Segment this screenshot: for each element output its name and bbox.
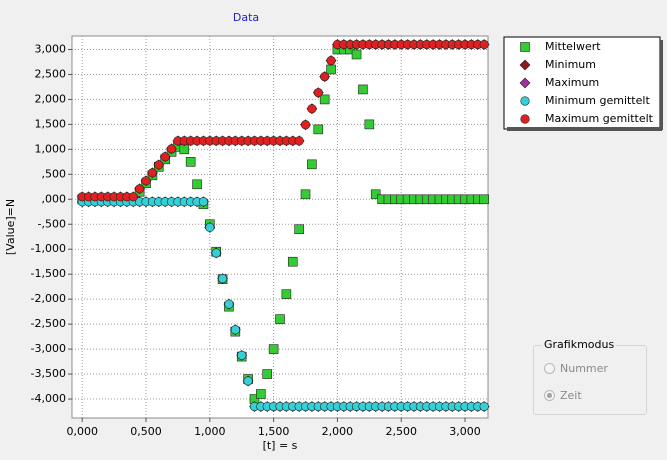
- radio-dot[interactable]: [544, 390, 555, 401]
- marker: [211, 248, 221, 258]
- marker: [307, 159, 317, 170]
- marker: [326, 64, 336, 75]
- x-tick-label: 3,000: [449, 425, 481, 438]
- marker: [479, 401, 489, 412]
- y-tick-label: 1,500: [35, 117, 67, 130]
- x-tick-label: 0,500: [130, 425, 162, 438]
- marker: [281, 289, 292, 299]
- marker: [479, 39, 489, 50]
- marker: [294, 224, 304, 235]
- legend-marker: [519, 59, 531, 71]
- marker: [135, 184, 145, 194]
- marker: [237, 350, 247, 360]
- y-tick-label: -4,000: [31, 392, 66, 405]
- radio-label: Nummer: [560, 362, 608, 375]
- marker: [141, 176, 151, 186]
- mode-group: Grafikmodus Nummer Zeit: [533, 338, 647, 415]
- marker: [147, 168, 157, 178]
- y-tick-label: 2,500: [35, 67, 67, 80]
- legend-marker: [520, 114, 530, 124]
- marker: [479, 194, 489, 205]
- legend-label: Mittelwert: [545, 40, 601, 53]
- y-tick-label: -1,500: [31, 267, 66, 280]
- marker: [300, 189, 311, 200]
- marker: [243, 376, 253, 386]
- legend-label: Maximum gemittelt: [545, 112, 654, 125]
- y-tick-label: -2,500: [31, 317, 66, 330]
- y-axis-label: [Value]=N: [4, 199, 17, 255]
- x-tick-label: 2,000: [322, 425, 354, 438]
- marker: [313, 124, 324, 135]
- marker: [358, 84, 368, 95]
- legend-marker: [519, 77, 531, 89]
- marker: [319, 94, 330, 105]
- x-tick-label: 0,000: [66, 425, 98, 438]
- y-tick-label: ,500: [42, 167, 67, 180]
- plot-area: [71, 35, 489, 419]
- x-tick-label: 1,000: [194, 425, 226, 438]
- y-tick-label: -3,500: [31, 367, 66, 380]
- legend-label: Minimum gemittelt: [545, 94, 650, 107]
- marker: [217, 273, 228, 284]
- marker: [275, 314, 285, 324]
- marker: [185, 157, 196, 167]
- marker: [326, 55, 336, 66]
- marker: [313, 88, 323, 98]
- legend-marker: [520, 42, 530, 52]
- y-tick-label: -,500: [38, 217, 66, 230]
- y-tick-label: 1,000: [35, 142, 67, 155]
- marker: [370, 189, 381, 200]
- marker: [128, 192, 138, 202]
- marker: [205, 222, 215, 232]
- marker: [307, 104, 317, 114]
- marker: [166, 144, 177, 154]
- chart-title: Data: [233, 11, 259, 24]
- y-tick-label: 2,000: [35, 92, 67, 105]
- radio-label: Zeit: [560, 389, 582, 402]
- radio-option[interactable]: Zeit: [544, 389, 582, 402]
- legend-shadow: [660, 40, 663, 130]
- radio-dot[interactable]: [544, 363, 555, 374]
- marker: [268, 344, 279, 354]
- x-tick-label: 1,500: [258, 425, 290, 438]
- legend-marker: [520, 96, 530, 106]
- y-tick-label: -1,000: [31, 242, 66, 255]
- legend-label: Maximum: [545, 76, 599, 89]
- marker: [230, 325, 240, 335]
- y-tick-label: -3,000: [31, 342, 66, 355]
- marker: [154, 160, 164, 170]
- marker: [320, 71, 330, 82]
- x-axis-label: [t] = s: [263, 439, 298, 452]
- legend-label: Minimum: [545, 58, 596, 71]
- marker: [262, 369, 273, 379]
- radio-option[interactable]: Nummer: [544, 362, 608, 375]
- y-tick-label: ,000: [42, 192, 67, 205]
- marker: [224, 299, 234, 309]
- y-tick-label: -2,000: [31, 292, 66, 305]
- legend-shadow: [507, 127, 662, 131]
- marker: [351, 49, 362, 60]
- marker: [192, 179, 202, 190]
- marker: [287, 256, 298, 267]
- marker: [300, 120, 311, 130]
- group-title: Grafikmodus: [542, 338, 617, 351]
- marker: [198, 197, 209, 207]
- y-tick-label: 3,000: [35, 42, 67, 55]
- marker: [294, 136, 304, 146]
- marker: [364, 119, 375, 130]
- marker: [160, 152, 170, 162]
- marker: [256, 389, 266, 399]
- x-tick-label: 2,500: [385, 425, 417, 438]
